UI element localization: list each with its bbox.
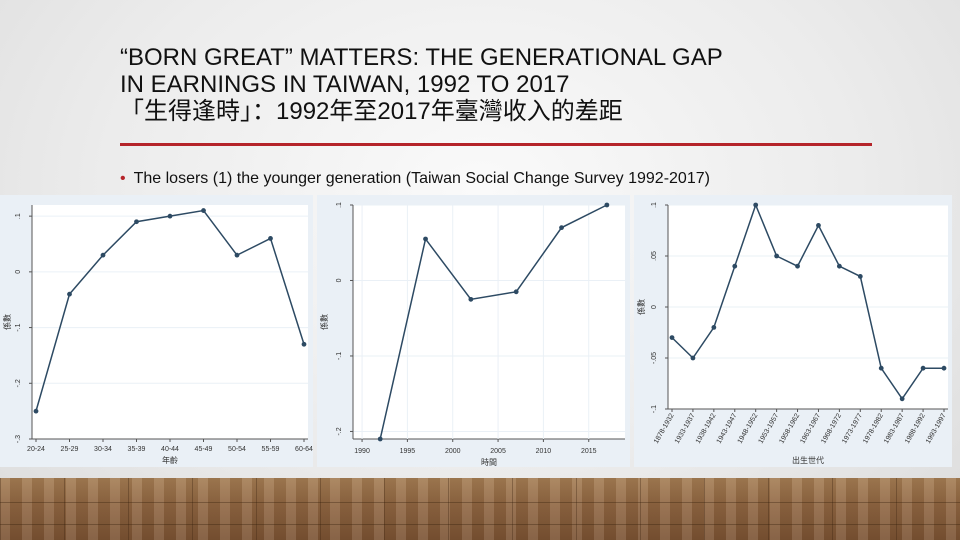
x-tick-label: 55-59 (262, 446, 280, 453)
x-tick-label: 30-34 (94, 446, 112, 453)
x-tick-label: 1990 (354, 448, 370, 455)
x-tick-label: 45-49 (195, 446, 213, 453)
y-tick-label: 0 (336, 278, 343, 282)
x-tick-label: 1983-1987 (883, 412, 906, 445)
x-tick-label: 20-24 (27, 446, 45, 453)
x-tick-label: 1943-1947 (716, 412, 739, 445)
x-tick-label: 2000 (445, 448, 461, 455)
data-point (711, 325, 717, 330)
x-tick-label: 1958-1962 (778, 412, 801, 445)
plot-area (353, 205, 625, 439)
y-tick-label: -.3 (15, 435, 22, 443)
x-tick-label: 1933-1937 (674, 412, 697, 445)
data-point (468, 296, 474, 302)
x-tick-label: 2005 (490, 448, 506, 455)
data-point (33, 408, 39, 414)
x-axis-label: 年齡 (162, 455, 178, 465)
data-point (559, 225, 564, 231)
slide-title: “BORN GREAT” MATTERS: THE GENERATIONAL G… (120, 44, 900, 125)
data-point (836, 263, 842, 269)
age-chart-svg: .1 0 -.1 -.2 -.3 係數 20-24 25-29 30-34 35-39 40-44 4… (2, 205, 313, 465)
y-tick-label: -.1 (651, 405, 658, 413)
wood-floor (0, 478, 960, 540)
data-point (377, 436, 383, 442)
title-line-2: IN EARNINGS IN TAIWAN, 1992 TO 2017 (120, 71, 570, 98)
data-point (941, 365, 947, 371)
period-chart-svg: .1 0 -.1 -.2 係數 1990 1995 2000 2005 2010 2015 時間 (319, 202, 625, 467)
x-tick-label: 35-39 (128, 446, 146, 453)
data-point (669, 335, 675, 340)
data-point (753, 202, 759, 208)
x-tick-label: 1968-1972 (820, 412, 843, 445)
y-tick-label: -.1 (15, 323, 22, 331)
data-point (423, 236, 428, 242)
data-point (100, 252, 106, 258)
data-point (604, 202, 610, 208)
y-tick-label: .1 (15, 213, 22, 219)
y-tick-label: 0 (651, 305, 658, 309)
data-point (774, 253, 780, 259)
x-tick-label: 2015 (581, 448, 597, 455)
data-point (201, 208, 206, 213)
data-point (920, 365, 926, 371)
data-point (67, 291, 72, 297)
x-tick-label: 1953-1957 (758, 412, 781, 445)
x-tick-label: 1963-1967 (799, 412, 822, 445)
x-tick-label: 2010 (536, 448, 552, 455)
period-chart: .1 0 -.1 -.2 係數 1990 1995 2000 2005 2010 2015 時間 (317, 195, 630, 467)
x-tick-label: 40-44 (161, 446, 179, 453)
data-point (878, 365, 884, 371)
cohort-chart-svg: .1 .05 0 -.05 -.1 係數 1878-19321933-19371938-19… (636, 202, 948, 465)
x-tick-label: 1973-1977 (841, 412, 864, 445)
plot-area (32, 205, 308, 439)
data-point (134, 219, 139, 225)
x-tick-label: 1995 (400, 448, 416, 455)
y-tick-label: .1 (336, 202, 343, 208)
bullet-icon: • (120, 170, 126, 187)
y-axis-label: 係數 (636, 299, 646, 315)
y-tick-label: .05 (651, 251, 658, 261)
x-tick-label: 1978-1982 (862, 412, 885, 445)
data-point (234, 252, 240, 258)
bullet-point: • The losers (1) the younger generation (… (120, 170, 710, 188)
x-tick-label: 1938-1942 (695, 412, 718, 445)
data-point (899, 396, 905, 402)
x-tick-label: 1993-1997 (925, 412, 948, 445)
data-point (857, 274, 863, 279)
x-tick-label: 1988-1992 (904, 412, 927, 445)
x-axis-label: 出生世代 (792, 455, 824, 465)
data-point (301, 341, 307, 347)
cohort-chart: .1 .05 0 -.05 -.1 係數 1878-1932 1933-1937 1938-19… (634, 195, 952, 467)
x-tick-label: 25-29 (61, 446, 79, 453)
x-tick-label: 60-64 (295, 446, 313, 453)
data-point (167, 213, 173, 219)
x-tick-label: 50-54 (228, 446, 246, 453)
data-point (690, 355, 696, 361)
x-tick-label: 1878-1932 (653, 412, 676, 445)
series-line (379, 204, 608, 440)
x-axis-label: 時間 (481, 458, 497, 467)
y-tick-label: 0 (15, 270, 22, 274)
y-tick-label: -.2 (15, 379, 22, 387)
data-point (816, 223, 821, 228)
y-tick-label: .1 (651, 202, 658, 208)
data-point (732, 263, 738, 269)
age-chart: .1 0 -.1 -.2 -.3 係數 20-24 25-29 30-34 35-39 40-44 4… (0, 195, 313, 467)
y-tick-label: -.1 (336, 352, 343, 360)
title-line-1: “BORN GREAT” MATTERS: THE GENERATIONAL G… (120, 44, 723, 71)
data-point (513, 289, 519, 295)
x-tick-label: 1948-1952 (737, 412, 760, 445)
y-axis-label: 係數 (319, 314, 329, 330)
bullet-text: The losers (1) the younger generation (T… (133, 170, 710, 187)
y-axis-label: 係數 (2, 314, 12, 330)
data-point (268, 236, 273, 241)
title-underline (120, 143, 872, 146)
y-tick-label: -.2 (336, 427, 343, 435)
title-line-3: 「生得逢時」：1992年至2017年臺灣收入的差距 (120, 98, 623, 125)
y-tick-label: -.05 (651, 352, 658, 364)
series-line (671, 202, 944, 401)
data-point (795, 263, 800, 269)
